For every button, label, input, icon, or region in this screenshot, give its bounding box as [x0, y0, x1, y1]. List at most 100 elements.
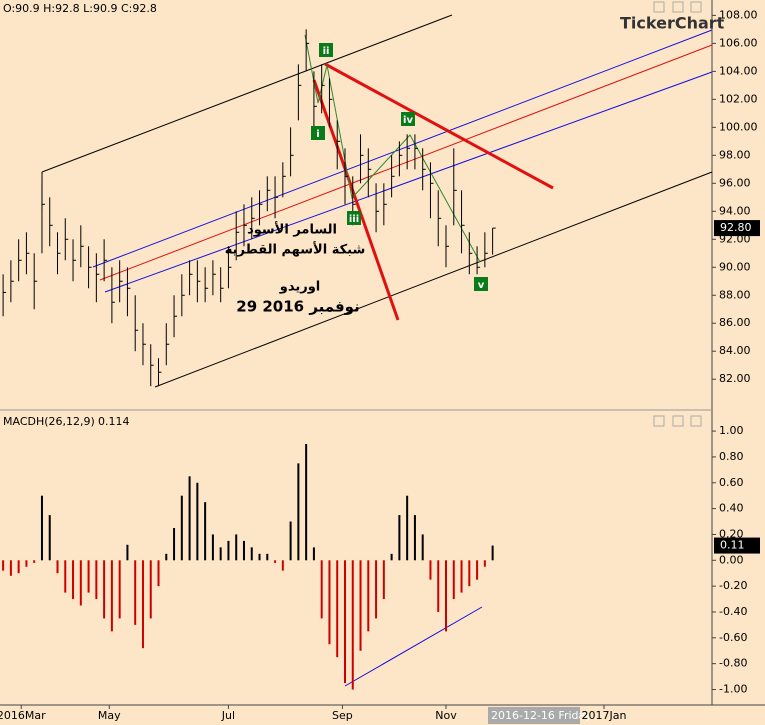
indicator-title: MACDH(26,12,9)	[3, 415, 95, 428]
macd-trend	[344, 606, 483, 687]
histogram-bar	[188, 476, 191, 561]
histogram-bar	[336, 560, 339, 658]
value-tag-box	[714, 537, 760, 554]
button[interactable]	[690, 415, 702, 427]
y-tick-label: -1.00	[719, 682, 747, 695]
wave-box	[319, 43, 333, 57]
x-tick-label: May	[98, 709, 121, 722]
y-tick-label: 0.60	[719, 476, 744, 489]
histogram-bar	[437, 560, 440, 612]
channel-lower	[154, 171, 713, 388]
histogram-bar	[25, 560, 28, 567]
wave-label: v	[478, 280, 485, 291]
y-tick-label: 0.40	[719, 502, 744, 515]
histogram-bar	[227, 540, 230, 561]
annotation: 29 نوفمبر 2016	[236, 298, 359, 316]
button[interactable]	[653, 1, 665, 13]
histogram-bar	[40, 495, 43, 561]
wave-box	[347, 211, 361, 225]
x-tick-label: Nov	[435, 709, 457, 722]
y-tick-label: 90.00	[719, 260, 751, 273]
histogram-bar	[242, 540, 245, 561]
histogram-bar	[149, 560, 152, 619]
x-tick-label: Sep	[332, 709, 353, 722]
x-tick-label: Jul	[221, 709, 235, 722]
histogram-bar	[413, 515, 416, 561]
histogram-bar	[250, 547, 253, 561]
histogram-bar	[118, 560, 121, 619]
button[interactable]	[672, 1, 684, 13]
histogram-bar	[211, 534, 214, 561]
button[interactable]	[690, 1, 702, 13]
y-tick-label: 102.00	[719, 92, 758, 105]
histogram-bar	[398, 515, 401, 561]
histogram-bar	[421, 534, 424, 561]
wave-label: ii	[323, 46, 330, 57]
histogram-bar	[274, 560, 277, 563]
histogram-bar	[382, 560, 385, 600]
histogram-bar	[460, 560, 463, 593]
histogram-bar	[390, 553, 393, 561]
histogram-bar	[491, 545, 494, 561]
histogram-bar	[141, 560, 144, 649]
histogram-bar	[343, 560, 346, 684]
y-tick-label: -0.80	[719, 657, 747, 670]
ohlc-legend: O:90.9 H:92.8 L:90.9 C:92.8	[3, 2, 157, 15]
wave-line	[304, 34, 481, 263]
histogram-bar	[328, 560, 331, 645]
histogram-bar	[204, 502, 207, 561]
histogram-bar	[258, 553, 261, 561]
histogram-bar	[452, 560, 455, 600]
fan-line	[312, 79, 400, 321]
histogram-bar	[103, 560, 106, 619]
wave-box	[474, 277, 488, 291]
histogram-bar	[429, 560, 432, 580]
button[interactable]	[653, 415, 665, 427]
histogram-bar	[48, 515, 51, 561]
histogram-bar	[468, 560, 471, 587]
histogram-bar	[64, 560, 67, 593]
histogram-bar	[165, 553, 168, 561]
y-tick-label: -0.60	[719, 631, 747, 644]
histogram-bar	[173, 527, 176, 561]
histogram-bar	[367, 560, 370, 632]
histogram-bar	[312, 547, 315, 561]
histogram-bar	[375, 560, 378, 619]
histogram-bar	[180, 495, 183, 561]
histogram-bar	[406, 495, 409, 561]
annotation: شبكة الأسهم القطرية	[225, 241, 366, 258]
histogram-bar	[87, 560, 90, 593]
histogram-bar	[72, 560, 75, 600]
wave-box	[311, 126, 325, 140]
wave-label: iii	[349, 214, 359, 225]
cursor-box	[488, 707, 580, 724]
wave-label: i	[316, 129, 319, 140]
y-tick-label: 88.00	[719, 288, 751, 301]
y-tick-label: 106.00	[719, 36, 758, 49]
button[interactable]	[672, 415, 684, 427]
y-tick-label: 0.00	[719, 553, 744, 566]
price-tag: 92.80	[720, 221, 752, 234]
y-tick-label: -0.40	[719, 605, 747, 618]
y-tick-label: 94.00	[719, 204, 751, 217]
price-tag-box	[714, 220, 760, 237]
indicator-value: 0.114	[98, 415, 130, 428]
trend-lines	[41, 14, 713, 687]
histogram-bar	[297, 463, 300, 561]
window-buttons	[653, 1, 702, 427]
regression-lower	[104, 71, 713, 293]
histogram-bar	[17, 560, 20, 574]
histogram-bar	[483, 560, 486, 567]
y-tick-label: 108.00	[719, 8, 758, 21]
histogram-bar	[359, 560, 362, 651]
histogram-bar	[266, 553, 269, 561]
cursor-date: 2016-12-16 Friday	[491, 709, 592, 722]
y-tick-label: 0.80	[719, 450, 744, 463]
y-tick-label: 84.00	[719, 344, 751, 357]
fan-line	[324, 62, 554, 190]
channel-upper	[41, 14, 453, 173]
y-tick-label: 104.00	[719, 64, 758, 77]
annotation: السامر الأسود	[247, 221, 337, 238]
histogram-bar	[56, 560, 59, 574]
